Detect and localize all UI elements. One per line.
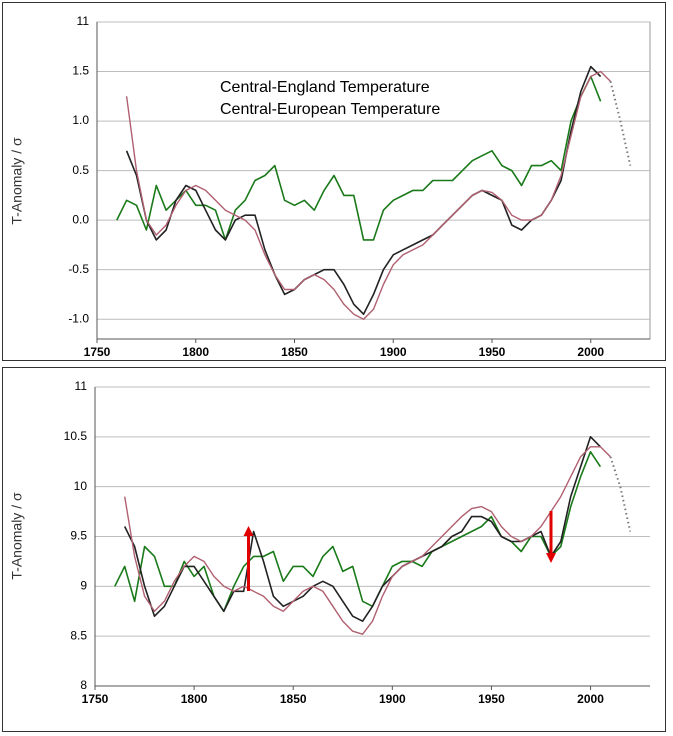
arrow-head bbox=[546, 553, 556, 563]
annotations bbox=[243, 511, 556, 591]
x-tick-label: 1900 bbox=[380, 345, 407, 359]
panel-frame bbox=[2, 2, 666, 361]
line bbox=[116, 75, 602, 241]
x-tick-label: 1750 bbox=[82, 692, 109, 706]
y-tick-label: 0.5 bbox=[72, 163, 89, 177]
x-tick-label: 1900 bbox=[379, 692, 406, 706]
y-tick-label: 10 bbox=[74, 479, 88, 493]
y-tick-label: 1.0 bbox=[72, 113, 89, 127]
x-tick-label: 1800 bbox=[181, 692, 208, 706]
y-tick-label: -0.5 bbox=[68, 262, 89, 276]
line bbox=[609, 81, 632, 166]
y-tick-label: 1.5 bbox=[72, 64, 89, 78]
y-tick-label: 10.5 bbox=[64, 429, 88, 443]
y-tick-label: 9 bbox=[80, 579, 87, 593]
legend-label: Central-European Temperature bbox=[220, 101, 440, 118]
x-tick-label: 2000 bbox=[577, 692, 604, 706]
x-tick-label: 1950 bbox=[478, 692, 505, 706]
x-tick-label: 1800 bbox=[182, 345, 209, 359]
line bbox=[124, 446, 611, 635]
y-tick-label: 11 bbox=[75, 379, 88, 393]
x-tick-label: 2000 bbox=[577, 345, 604, 359]
x-tick-label: 1750 bbox=[84, 345, 111, 359]
x-tick-label: 1850 bbox=[280, 692, 307, 706]
arrow-head bbox=[243, 526, 254, 536]
y-tick-label: 0.0 bbox=[72, 212, 89, 226]
y-tick-label: 11 bbox=[77, 14, 90, 28]
y-tick-label: 8.5 bbox=[70, 628, 87, 642]
y-tick-label: 9.5 bbox=[70, 529, 87, 543]
x-tick-label: 1850 bbox=[281, 345, 308, 359]
y-axis-label: T-Anomaly / σ bbox=[9, 137, 25, 225]
x-tick-label: 1950 bbox=[479, 345, 506, 359]
y-tick-label: 8 bbox=[80, 678, 87, 692]
line bbox=[125, 65, 602, 315]
line bbox=[125, 70, 611, 320]
y-axis-label: T-Anomaly / σ bbox=[9, 492, 25, 580]
legend-label: Central-England Temperature bbox=[220, 79, 430, 96]
line bbox=[609, 456, 632, 532]
y-tick-label: -1.0 bbox=[68, 311, 89, 325]
line bbox=[114, 451, 602, 613]
